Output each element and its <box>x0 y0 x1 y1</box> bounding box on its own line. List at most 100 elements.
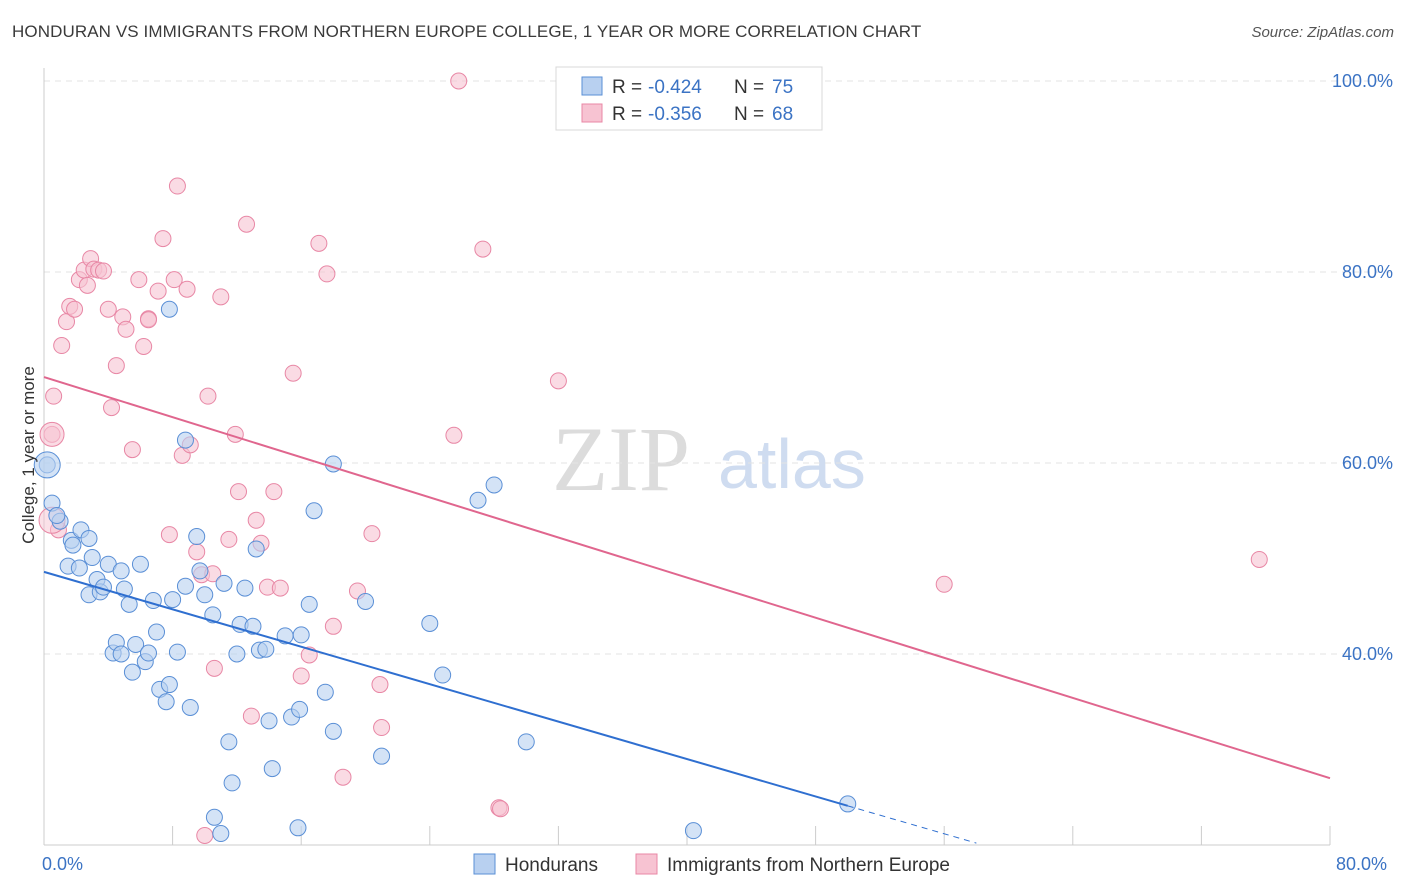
data-point <box>363 525 381 543</box>
data-point <box>247 540 265 558</box>
x-tick-label-max: 80.0% <box>1336 854 1387 874</box>
data-point <box>212 288 230 306</box>
data-point <box>260 712 278 730</box>
data-point <box>236 579 254 597</box>
data-point <box>228 645 246 663</box>
legend-swatch-immigrants <box>581 103 603 123</box>
data-point <box>107 357 125 375</box>
data-point <box>188 528 206 546</box>
data-point <box>135 337 153 355</box>
data-point <box>257 640 275 658</box>
data-point <box>112 562 130 580</box>
chart-title: HONDURAN VS IMMIGRANTS FROM NORTHERN EUR… <box>12 22 922 41</box>
y-tick-label: 80.0% <box>1342 262 1393 282</box>
data-point <box>289 819 307 837</box>
data-point <box>316 683 334 701</box>
correlation-legend: R = -0.424 N = 75 R = -0.356 N = 68 <box>555 66 823 131</box>
y-tick-label: 40.0% <box>1342 644 1393 664</box>
data-point <box>318 265 336 283</box>
chart-source: Source: ZipAtlas.com <box>1251 24 1394 41</box>
data-point <box>284 364 302 382</box>
data-point <box>305 502 323 520</box>
data-point <box>112 645 130 663</box>
data-point <box>205 808 223 826</box>
series-legend: Hondurans Immigrants from Northern Europ… <box>473 853 950 876</box>
data-point <box>70 559 88 577</box>
data-point <box>131 555 149 573</box>
data-point <box>212 825 230 843</box>
data-point <box>45 387 63 405</box>
data-point <box>434 666 452 684</box>
data-point <box>83 549 101 567</box>
data-point <box>517 733 535 751</box>
data-point <box>324 722 342 740</box>
data-point <box>684 822 702 840</box>
series-legend-label-immigrants: Immigrants from Northern Europe <box>667 855 950 876</box>
watermark-atlas: atlas <box>718 425 866 503</box>
data-point <box>220 733 238 751</box>
data-point <box>165 271 183 289</box>
data-point <box>168 643 186 661</box>
data-point <box>549 372 567 390</box>
data-point <box>1250 550 1268 568</box>
data-point <box>247 511 265 529</box>
data-point <box>160 526 178 544</box>
data-point <box>148 623 166 641</box>
legend-n-label-immigrants: N = <box>734 104 764 125</box>
data-point-large <box>33 451 61 479</box>
data-point <box>223 774 241 792</box>
data-point <box>149 282 167 300</box>
gridlines <box>44 80 1395 655</box>
data-point <box>115 580 133 598</box>
data-point <box>130 271 148 289</box>
data-point <box>66 300 84 318</box>
data-point <box>450 72 468 90</box>
data-point <box>199 387 217 405</box>
data-point <box>53 337 71 355</box>
data-point <box>78 276 96 294</box>
data-point <box>357 592 374 610</box>
data-point <box>160 676 178 694</box>
data-point <box>176 577 194 595</box>
data-point <box>139 311 157 329</box>
data-point-large <box>39 421 65 447</box>
trend-line-hondurans <box>43 570 849 807</box>
data-point <box>373 719 391 737</box>
y-axis-label: College, 1 year or more <box>19 366 38 544</box>
data-point <box>220 530 238 548</box>
data-point <box>176 431 194 449</box>
data-point <box>215 574 233 592</box>
legend-n-value-hondurans: 75 <box>772 77 793 98</box>
trend-lines <box>43 376 1331 844</box>
data-point <box>238 215 256 233</box>
data-point <box>334 768 352 786</box>
data-point <box>244 617 262 635</box>
data-point <box>935 575 953 593</box>
data-point <box>292 667 310 685</box>
data-point <box>117 320 135 338</box>
legend-r-value-hondurans: -0.424 <box>648 77 702 98</box>
watermark-zip: ZIP <box>552 408 690 510</box>
legend-n-label-hondurans: N = <box>734 77 764 98</box>
data-point <box>271 579 289 597</box>
legend-r-label-hondurans: R = <box>612 77 642 98</box>
data-point <box>48 507 66 525</box>
data-point <box>291 700 309 718</box>
data-point <box>127 635 145 653</box>
data-point <box>445 426 463 444</box>
data-point <box>123 441 141 459</box>
data-point <box>292 626 310 644</box>
data-point <box>205 659 223 677</box>
data-point <box>160 300 178 318</box>
series-hondurans <box>33 300 857 843</box>
data-point <box>123 663 141 681</box>
data-point <box>265 483 283 501</box>
data-point <box>310 234 328 252</box>
data-point <box>164 591 182 609</box>
data-point <box>421 614 439 632</box>
data-point <box>64 536 82 554</box>
data-point <box>196 826 214 844</box>
data-point <box>230 483 248 501</box>
data-point <box>80 529 98 547</box>
